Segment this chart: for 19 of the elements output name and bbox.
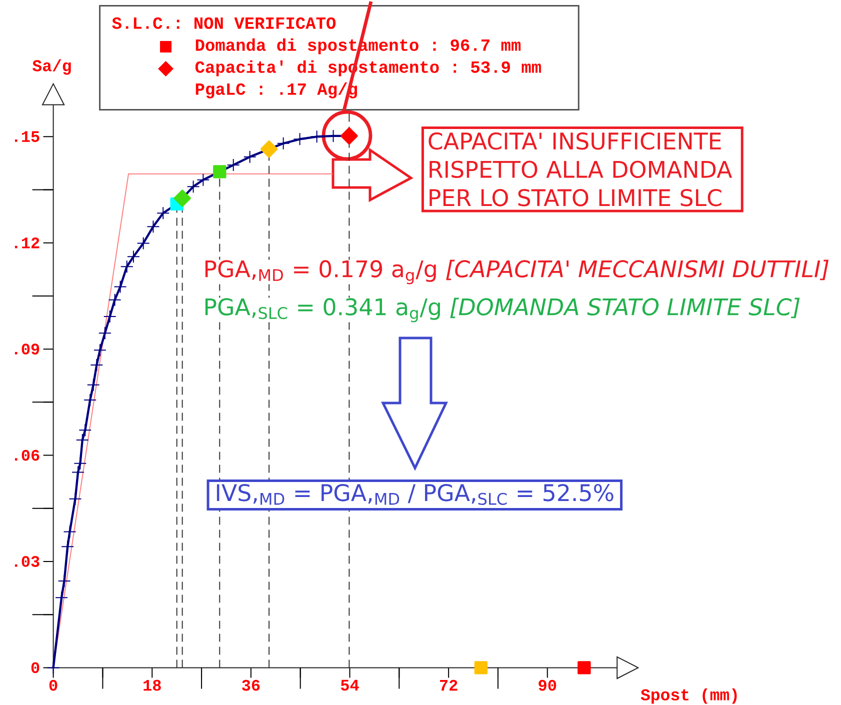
x-axis-title: Spost (mm) <box>640 688 737 704</box>
annotation: CAPACITA' INSUFFICIENTE RISPETTO ALLA DOMANDA PER LO STATO LIMITE SLC <box>428 132 732 206</box>
y-tick-label: .09 <box>14 344 40 355</box>
annotation: PGA,$_{MD}$ = 0.179 a$_{g}$/g [CAPACITA' MECCANISMI DUTTILI] <box>205 260 829 284</box>
annotation: IVS,$_{MD}$ = PGA,$_{MD}$ / PGA,$_{SLC}$ = 52.5% <box>216 484 614 505</box>
y-tick-label: .03 <box>14 556 40 567</box>
annotation: PGA,$_{SLC}$ = 0.341 a$_{g}$/g [DOMANDA STATO LIMITE SLC] <box>205 298 800 322</box>
x-tick-label: 54 <box>340 680 359 691</box>
legend-title: S.L.C.: NON VERIFICATO <box>112 17 336 29</box>
y-tick-label: .15 <box>14 131 40 142</box>
x-tick-label: 72 <box>440 680 458 691</box>
y-tick-label: .06 <box>14 450 40 461</box>
x-tick-label: 36 <box>242 680 260 691</box>
y-axis-title: Sa/g <box>32 59 71 75</box>
y-tick-label: .12 <box>14 238 40 248</box>
x-tick-label: 0 <box>49 680 58 691</box>
x-tick-label: 18 <box>144 680 161 691</box>
x-tick-label: 90 <box>538 680 556 691</box>
y-tick-label: 0 <box>31 662 40 674</box>
